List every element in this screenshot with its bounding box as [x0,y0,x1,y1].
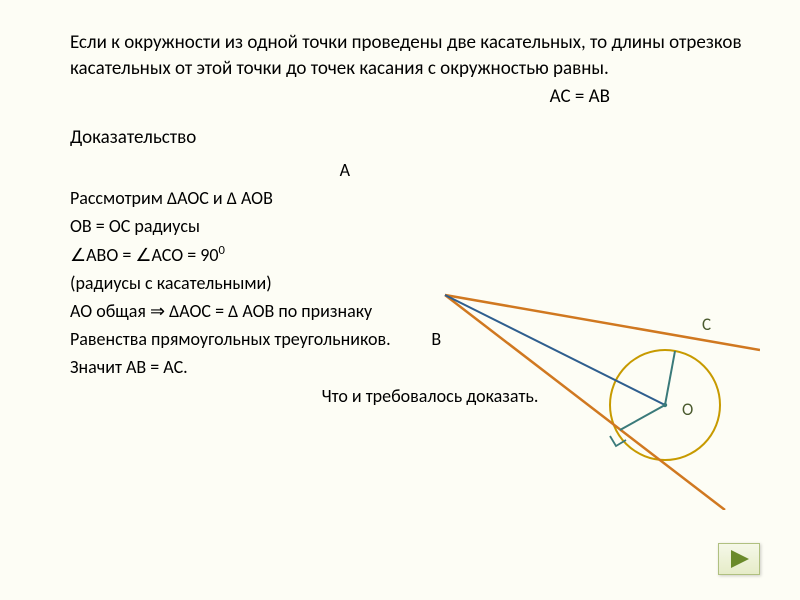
slide: Если к окружности из одной точки проведе… [0,0,800,600]
proof-line-2: OB = OC радиусы [70,213,750,241]
tangent-diagram: C O [440,260,760,510]
label-O: O [682,399,693,420]
next-button[interactable] [718,543,760,575]
proof-line-1: Рассмотрим ∆AOC и ∆ AOB [70,185,750,213]
label-A-inline: А [70,157,350,185]
theorem-text: Если к окружности из одной точки проведе… [70,30,750,81]
label-C: C [702,314,711,335]
equation: AC = AB [70,85,750,108]
arrow-right-icon [729,550,749,568]
proof-title: Доказательство [70,126,750,149]
